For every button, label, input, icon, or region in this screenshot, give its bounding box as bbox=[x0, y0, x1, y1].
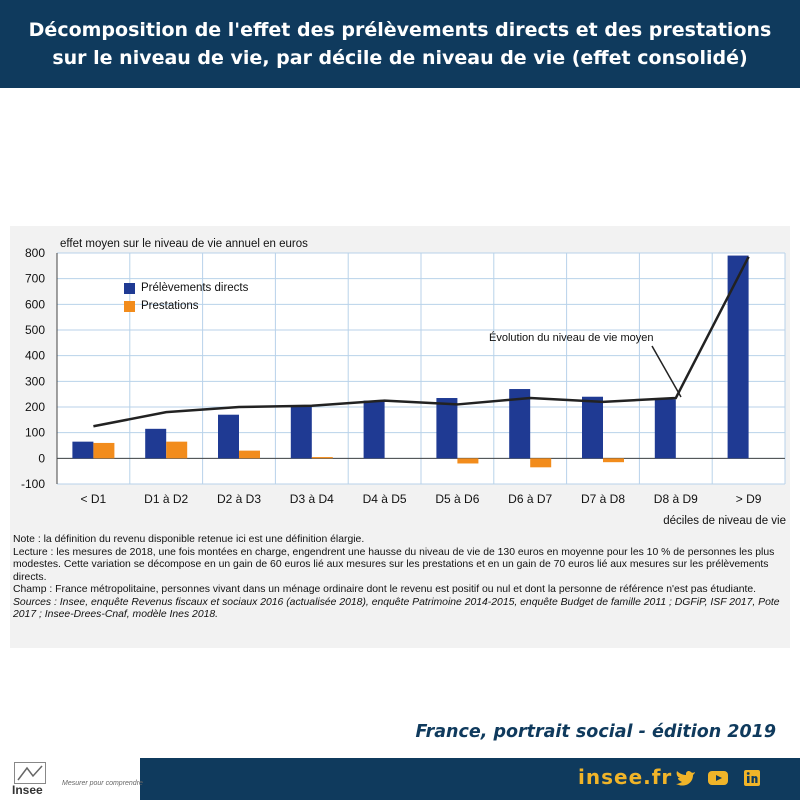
title-line-2: sur le niveau de vie, par décile de nive… bbox=[52, 47, 748, 69]
bar-prelevements bbox=[727, 255, 749, 459]
line-annotation: Évolution du niveau de vie moyen bbox=[489, 332, 654, 344]
insee-logo-icon bbox=[14, 762, 46, 784]
x-tick-label: D5 à D6 bbox=[435, 492, 479, 506]
y-tick-label: 200 bbox=[25, 400, 45, 414]
y-tick-label: 500 bbox=[25, 323, 45, 337]
title-line-1: Décomposition de l'effet des prélèvement… bbox=[28, 19, 772, 41]
bar-prestations bbox=[166, 441, 188, 459]
y-tick-label: 700 bbox=[25, 272, 45, 286]
bar-prelevements bbox=[72, 441, 94, 459]
bar-prestations bbox=[603, 458, 624, 463]
bar-prelevements bbox=[654, 399, 676, 459]
edition-title: France, portrait social - édition 2019 bbox=[415, 722, 776, 742]
lecture-text: Lecture : les mesures de 2018, une fois … bbox=[13, 546, 775, 583]
bar-prelevements bbox=[436, 398, 458, 459]
chart-notes: Note : la définition du revenu disponibl… bbox=[13, 534, 793, 622]
x-tick-label: > D9 bbox=[736, 492, 762, 506]
insee-logo-text: Insee bbox=[12, 783, 43, 797]
x-tick-label: D4 à D5 bbox=[363, 492, 407, 506]
legend-item-prestations: Prestations bbox=[124, 297, 248, 315]
bar-prestations bbox=[457, 458, 479, 464]
bar-prestations bbox=[93, 442, 115, 459]
y-tick-label: -100 bbox=[21, 477, 45, 491]
y-tick-label: 300 bbox=[25, 374, 45, 388]
bar-prelevements bbox=[363, 400, 385, 459]
bar-prelevements bbox=[509, 389, 531, 459]
y-axis-label: effet moyen sur le niveau de vie annuel … bbox=[60, 238, 308, 250]
footer-band bbox=[140, 758, 800, 800]
bar-prestations bbox=[311, 457, 333, 459]
x-tick-label: D6 à D7 bbox=[508, 492, 552, 506]
x-tick-label: D3 à D4 bbox=[290, 492, 334, 506]
y-tick-label: 0 bbox=[38, 451, 45, 465]
bar-prelevements bbox=[290, 407, 312, 459]
legend: Prélèvements directs Prestations bbox=[124, 279, 248, 315]
x-axis-label: déciles de niveau de vie bbox=[663, 515, 786, 527]
youtube-icon[interactable] bbox=[707, 768, 729, 788]
legend-item-prelevements: Prélèvements directs bbox=[124, 279, 248, 297]
bar-prelevements bbox=[218, 414, 239, 459]
bar-prestations bbox=[530, 458, 552, 468]
x-tick-label: < D1 bbox=[81, 492, 107, 506]
bar-prestations bbox=[239, 450, 260, 459]
x-tick-label: D8 à D9 bbox=[654, 492, 698, 506]
twitter-icon[interactable] bbox=[675, 768, 697, 788]
y-tick-label: 600 bbox=[25, 297, 45, 311]
bar-prelevements bbox=[582, 396, 603, 459]
legend-label-prelevements: Prélèvements directs bbox=[141, 282, 249, 294]
y-tick-label: 800 bbox=[25, 246, 45, 260]
linkedin-icon[interactable] bbox=[741, 768, 763, 788]
site-link[interactable]: insee.fr bbox=[578, 765, 673, 789]
legend-swatch-prestations bbox=[124, 300, 135, 312]
x-tick-label: D2 à D3 bbox=[217, 492, 261, 506]
sources-text: Sources : Insee, enquête Revenus fiscaux… bbox=[13, 596, 780, 621]
series-line-niveau-de-vie bbox=[93, 256, 750, 428]
champ-text: Champ : France métropolitaine, personnes… bbox=[13, 584, 757, 595]
note-text: Note : la définition du revenu disponibl… bbox=[13, 534, 365, 545]
legend-label-prestations: Prestations bbox=[141, 300, 199, 312]
y-tick-label: 400 bbox=[25, 349, 45, 363]
x-tick-label: D1 à D2 bbox=[144, 492, 188, 506]
legend-swatch-prelevements bbox=[124, 282, 135, 294]
y-tick-label: 100 bbox=[25, 426, 45, 440]
x-tick-label: D7 à D8 bbox=[581, 492, 625, 506]
annotation-leader bbox=[651, 345, 682, 398]
header: Décomposition de l'effet des prélèvement… bbox=[0, 0, 800, 88]
tagline: Mesurer pour comprendre bbox=[62, 780, 143, 787]
bar-prelevements bbox=[145, 428, 167, 459]
